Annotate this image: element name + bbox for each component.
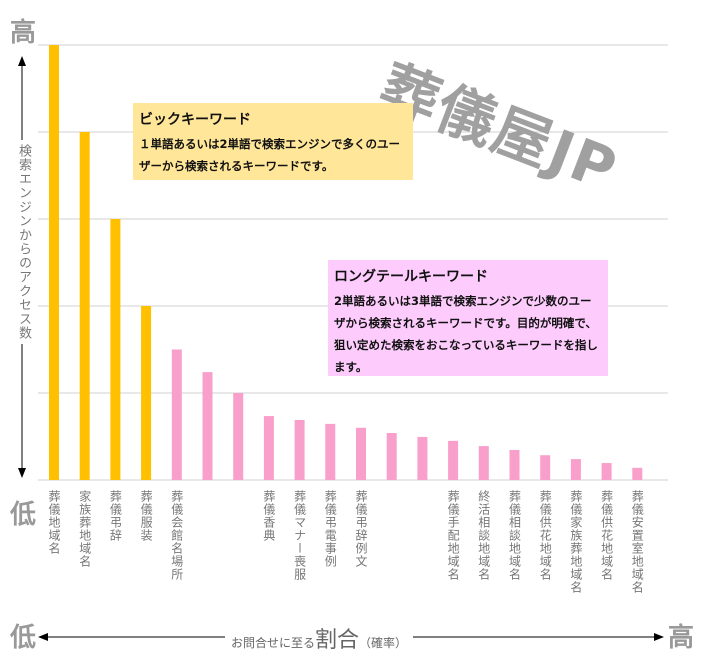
bar-long-keyword (509, 449, 520, 480)
x-tick-label: 葬儀会館名場所 (169, 490, 184, 581)
bar-long-keyword (233, 393, 244, 480)
x-axis-arrow-right (654, 633, 664, 641)
bar-long-keyword (632, 467, 643, 480)
bar-long-keyword (294, 419, 305, 480)
x-axis-title-emphasis: 割合 (315, 628, 360, 653)
bar-big-keyword (110, 219, 121, 480)
x-axis-title-pre: お問合せに至る (231, 636, 316, 650)
bar-long-keyword (171, 349, 182, 480)
y-axis-high-label: 高 (10, 18, 37, 48)
x-tick-label: 葬儀弔電事例 (323, 490, 338, 568)
y-axis-low-label: 低 (10, 500, 37, 530)
x-tick-label: 葬儀手配地域名 (446, 490, 461, 581)
bar-long-keyword (601, 463, 612, 480)
x-axis-title-post: （確率） (359, 636, 408, 650)
bar-long-keyword (540, 455, 551, 480)
bar-long-keyword (202, 372, 213, 480)
x-tick-label: 葬儀供花地域名 (538, 490, 553, 581)
annotation-body: １単語あるいは2単語で検索エンジンで多くのユーザーから検索されるキーワードです。 (139, 137, 400, 173)
x-axis-high-label: 高 (668, 623, 695, 653)
bar-long-keyword (417, 436, 428, 480)
annotation-title: ビックキーワード (139, 112, 251, 128)
annotation-title: ロングテールキーワード (334, 269, 488, 285)
x-tick-label: 終活相談地域名 (476, 490, 491, 581)
y-axis-title: 検索エンジンからのアクセス数 (14, 140, 33, 344)
x-tick-label: 葬儀地域名 (47, 490, 61, 555)
x-axis-low-label: 低 (10, 623, 37, 653)
bar-big-keyword (79, 132, 90, 480)
bar-long-keyword (386, 433, 397, 480)
x-tick-label: 葬儀香典 (261, 490, 276, 542)
bar-long-keyword (570, 459, 581, 480)
x-tick-label: 葬儀家族葬地域名 (568, 490, 583, 594)
x-tick-label: 葬儀マナー喪服 (292, 490, 307, 581)
long-tail-keyword-annotation: ロングテールキーワード 2単語あるいは3単語で検索エンジンで少数のユーザから検索… (328, 260, 608, 376)
x-tick-label: 家族葬地域名 (77, 490, 92, 568)
x-tick-label: 葬儀安置室地域名 (630, 490, 645, 594)
x-tick-label: 葬儀服装 (139, 490, 154, 542)
bar-big-keyword (49, 45, 59, 480)
x-tick-label: 葬儀供花地域名 (599, 490, 614, 581)
bar-big-keyword (141, 306, 152, 480)
y-axis-arrow-down (18, 468, 26, 478)
annotation-body: 2単語あるいは3単語で検索エンジンで少数のユーザから検索されるキーワードです。目… (334, 294, 598, 374)
bar-long-keyword (263, 416, 274, 480)
big-keyword-annotation: ビックキーワード １単語あるいは2単語で検索エンジンで多くのユーザーから検索され… (133, 103, 413, 180)
y-axis-arrow-up (18, 56, 26, 66)
bar-long-keyword (356, 427, 366, 480)
x-tick-label: 葬儀弔辞例文 (354, 490, 368, 568)
bar-long-keyword (448, 440, 459, 480)
x-axis-title: お問合せに至る割合（確率） (225, 622, 414, 654)
x-tick-label: 葬儀弔辞 (108, 490, 123, 542)
x-axis-arrow-left (38, 633, 48, 641)
bar-long-keyword (325, 423, 336, 480)
x-tick-label: 葬儀相談地域名 (507, 490, 522, 581)
bar-long-keyword (478, 446, 489, 480)
